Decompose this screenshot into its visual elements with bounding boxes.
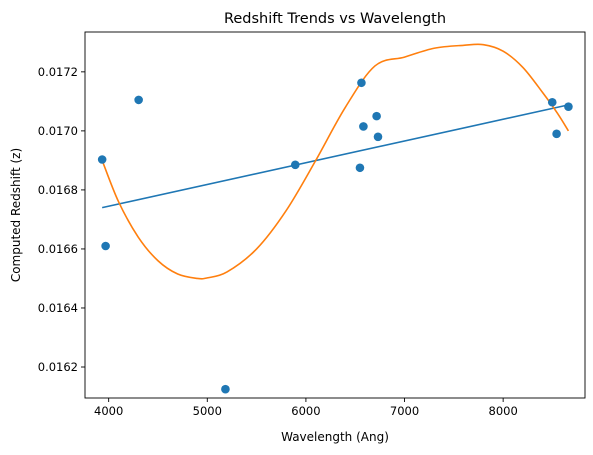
y-axis-label: Computed Redshift (z) (9, 148, 23, 282)
cubic-fit-curve (102, 44, 568, 279)
data-point (357, 78, 366, 87)
plot-frame (85, 32, 585, 398)
data-point (359, 122, 368, 131)
y-tick-label: 0.0162 (38, 360, 78, 374)
data-point (101, 242, 110, 251)
data-point (372, 112, 381, 121)
plot-area (98, 44, 573, 393)
data-point (374, 132, 383, 141)
data-point (221, 385, 230, 394)
x-tick-label: 7000 (390, 404, 419, 418)
y-tick-label: 0.0170 (38, 124, 78, 138)
data-point (548, 98, 557, 107)
data-point (134, 96, 143, 105)
x-tick-label: 8000 (489, 404, 518, 418)
x-tick-label: 4000 (94, 404, 123, 418)
x-tick-label: 6000 (291, 404, 320, 418)
data-point (98, 155, 107, 164)
linear-fit-line (102, 105, 568, 208)
chart-title: Redshift Trends vs Wavelength (224, 11, 446, 27)
data-point (291, 161, 300, 170)
x-axis: 4000 5000 6000 7000 8000 (94, 398, 518, 418)
data-point (564, 102, 573, 111)
data-point (552, 130, 561, 139)
data-point (356, 163, 365, 172)
y-axis: 0.0162 0.0164 0.0166 0.0168 0.0170 0.0172 (38, 65, 85, 374)
y-tick-label: 0.0168 (38, 183, 78, 197)
y-tick-label: 0.0172 (38, 65, 78, 79)
y-tick-label: 0.0166 (38, 242, 78, 256)
y-tick-label: 0.0164 (38, 301, 78, 315)
x-axis-label: Wavelength (Ang) (281, 430, 389, 444)
x-tick-label: 5000 (193, 404, 222, 418)
